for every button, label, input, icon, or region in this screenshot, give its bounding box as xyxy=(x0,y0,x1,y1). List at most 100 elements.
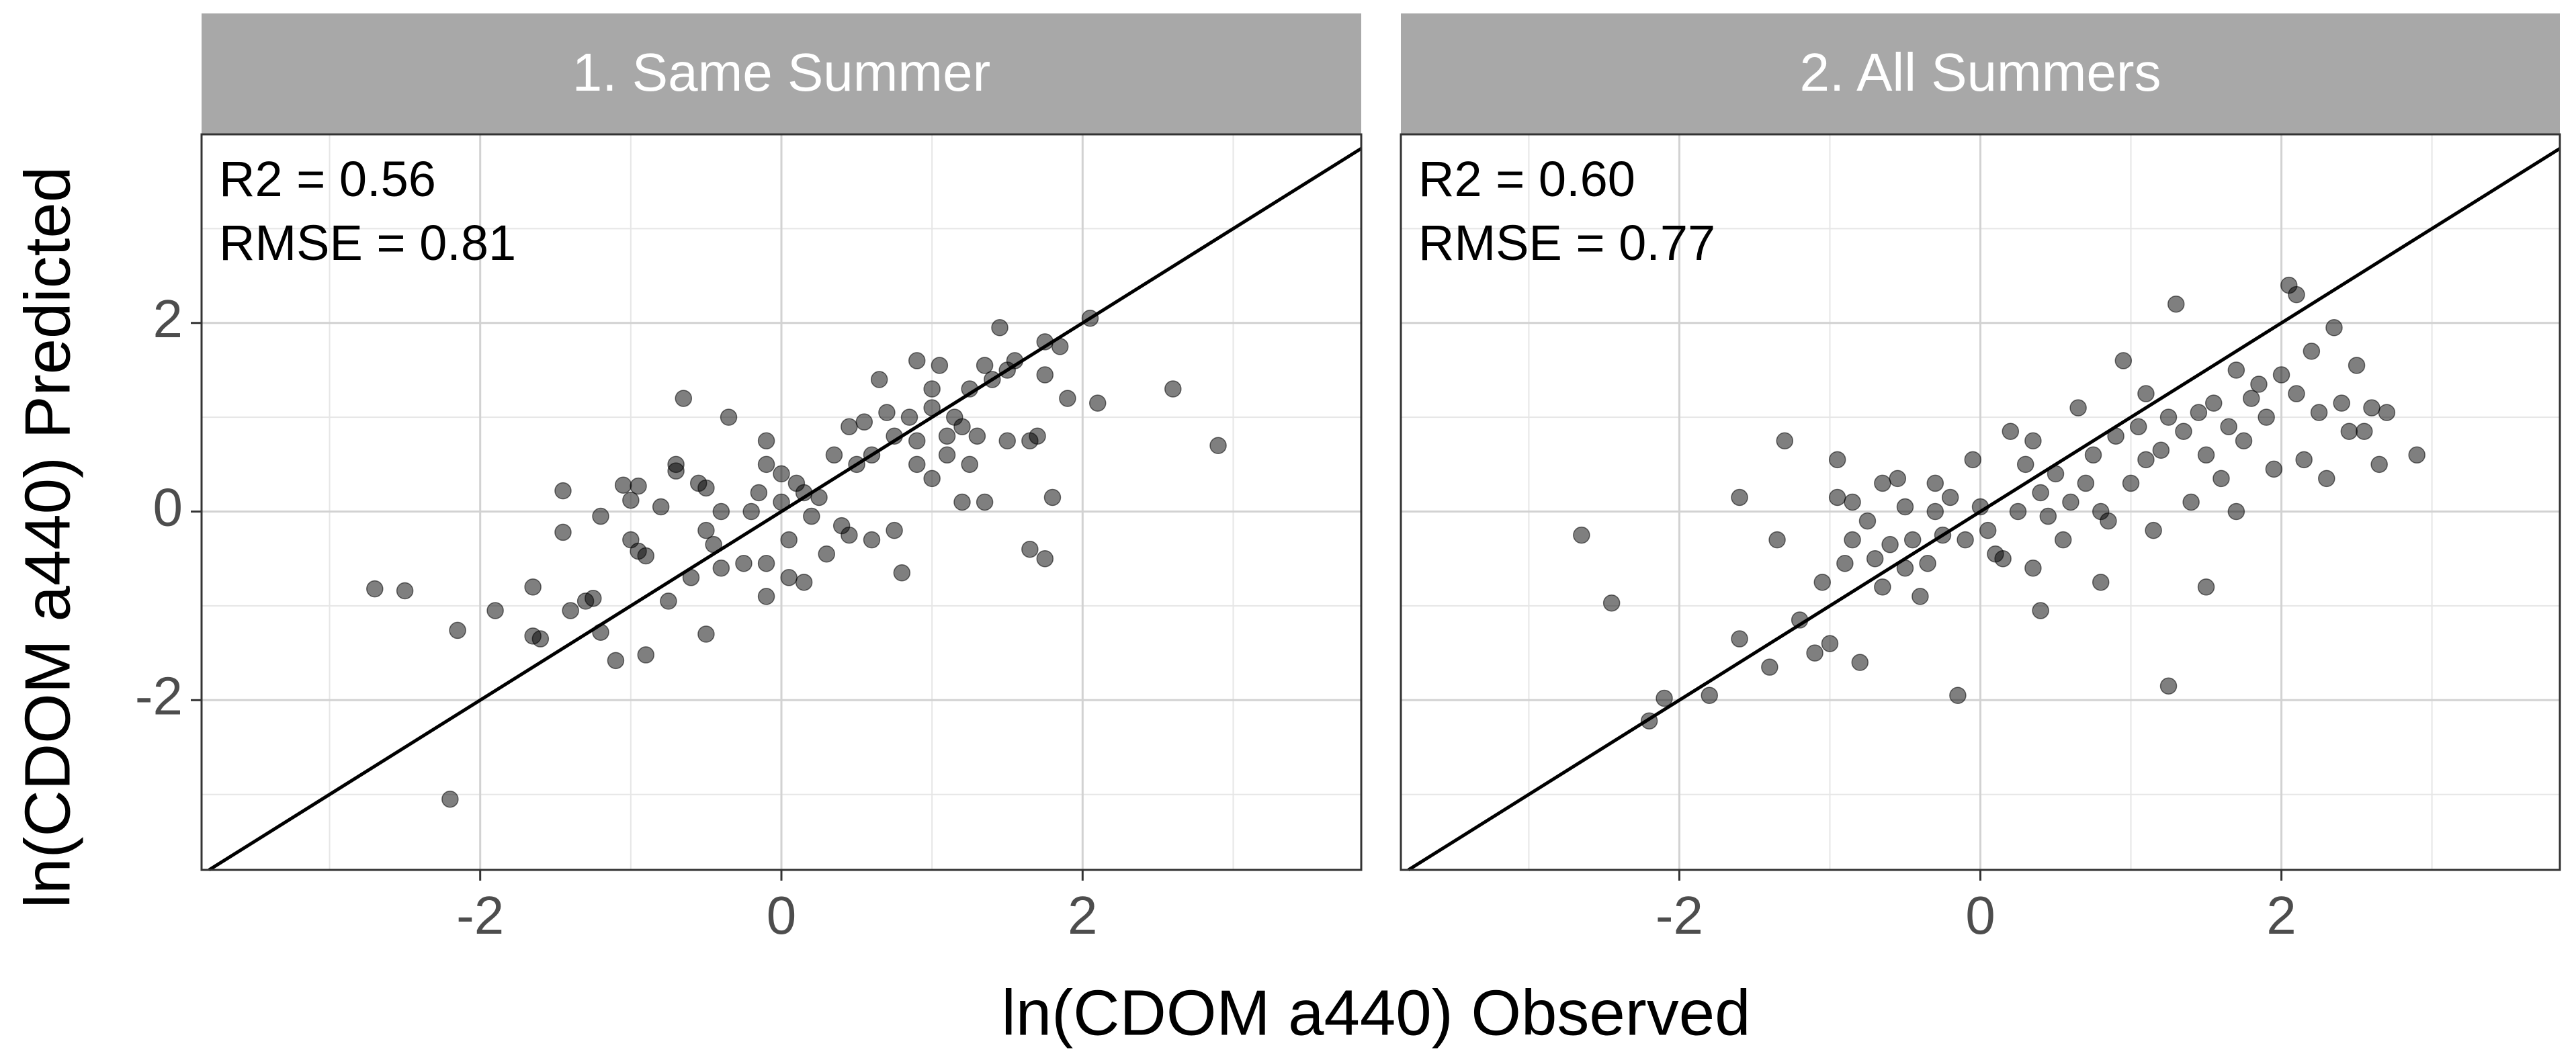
data-point xyxy=(908,432,926,449)
data-point xyxy=(562,602,579,619)
data-point xyxy=(1896,498,1914,516)
data-point xyxy=(900,408,918,426)
data-point xyxy=(712,502,730,521)
data-point xyxy=(818,545,835,563)
data-point xyxy=(938,446,956,464)
data-point xyxy=(1029,427,1046,445)
data-point xyxy=(2250,376,2268,393)
data-point xyxy=(780,531,798,549)
data-point xyxy=(554,482,572,500)
data-point xyxy=(2182,493,2200,511)
data-point xyxy=(2024,432,2042,449)
data-point xyxy=(886,521,903,539)
data-point xyxy=(2265,460,2283,478)
data-point xyxy=(2370,455,2388,474)
data-point xyxy=(441,790,459,808)
data-point xyxy=(1941,488,1959,506)
data-point xyxy=(2137,451,2155,469)
data-point xyxy=(991,319,1008,337)
data-point xyxy=(554,523,572,541)
data-point xyxy=(841,418,858,435)
one-to-one-line xyxy=(208,146,1363,872)
data-point xyxy=(1926,474,1944,492)
data-point xyxy=(1866,549,1884,568)
y-tick-label: 0 xyxy=(153,478,183,537)
data-point xyxy=(1994,549,2012,568)
data-point xyxy=(637,646,655,664)
data-point xyxy=(697,625,715,643)
data-point xyxy=(697,479,715,497)
y-tick-label: 2 xyxy=(153,289,183,349)
data-point xyxy=(524,578,542,596)
data-point xyxy=(795,574,813,591)
panel-title: 1. Same Summer xyxy=(572,42,990,102)
data-point xyxy=(2024,560,2042,577)
data-point xyxy=(841,526,858,544)
x-tick-label: 0 xyxy=(1965,885,1995,945)
data-point xyxy=(1979,521,1997,539)
data-point xyxy=(1874,578,1891,596)
data-point xyxy=(1656,689,1673,707)
data-point xyxy=(2356,423,2373,440)
data-point xyxy=(720,408,738,426)
data-point xyxy=(2175,423,2192,440)
data-point xyxy=(2288,385,2305,402)
data-point xyxy=(1949,687,1967,705)
data-point xyxy=(2167,295,2185,313)
data-point xyxy=(2295,451,2313,469)
y-tick-label: -2 xyxy=(135,666,183,725)
x-tick-label: -2 xyxy=(456,885,504,945)
data-point xyxy=(2039,507,2057,525)
data-point xyxy=(2054,531,2072,549)
data-point xyxy=(1828,488,1846,506)
data-point xyxy=(2303,343,2321,360)
data-point xyxy=(2009,502,2027,521)
data-point xyxy=(1573,526,1590,544)
data-point xyxy=(2016,455,2034,474)
data-point xyxy=(1043,488,1062,506)
data-point xyxy=(652,498,670,516)
data-point xyxy=(735,555,753,572)
data-point xyxy=(1889,470,1907,488)
data-point xyxy=(1851,654,1869,671)
data-point xyxy=(2069,399,2087,416)
data-point xyxy=(2084,446,2102,464)
data-point xyxy=(592,507,609,525)
data-point xyxy=(961,455,978,474)
stat-label: R2 = 0.56 xyxy=(219,151,436,207)
panel-title: 2. All Summers xyxy=(1800,42,2161,102)
data-point xyxy=(757,555,775,572)
data-point xyxy=(531,630,550,648)
data-point xyxy=(2122,474,2140,492)
x-tick-label: -2 xyxy=(1656,885,1703,945)
data-point xyxy=(2137,385,2155,402)
data-point xyxy=(968,427,986,445)
data-point xyxy=(2077,474,2095,492)
data-point xyxy=(1881,535,1899,554)
data-point xyxy=(1964,451,1982,469)
data-point xyxy=(2242,390,2260,407)
data-point xyxy=(2002,423,2020,440)
stat-label: RMSE = 0.81 xyxy=(219,215,516,271)
data-point xyxy=(2288,285,2305,304)
data-point xyxy=(2363,399,2380,416)
data-point xyxy=(2197,446,2215,464)
data-point xyxy=(923,470,941,488)
data-point xyxy=(585,589,602,607)
x-tick-label: 0 xyxy=(767,885,797,945)
one-to-one-line xyxy=(1407,146,2561,872)
data-point xyxy=(667,462,685,480)
data-point xyxy=(1957,531,1974,549)
x-tick-label: 2 xyxy=(1068,885,1098,945)
data-point xyxy=(1602,594,1621,612)
data-point xyxy=(2092,574,2110,591)
x-tick-label: 2 xyxy=(2266,885,2296,945)
data-point xyxy=(1919,555,1936,572)
data-point xyxy=(2408,446,2425,464)
data-point xyxy=(2100,512,2117,530)
data-point xyxy=(2159,677,2178,695)
data-point xyxy=(1821,635,1839,652)
data-point xyxy=(2220,418,2237,435)
data-point xyxy=(878,404,896,421)
